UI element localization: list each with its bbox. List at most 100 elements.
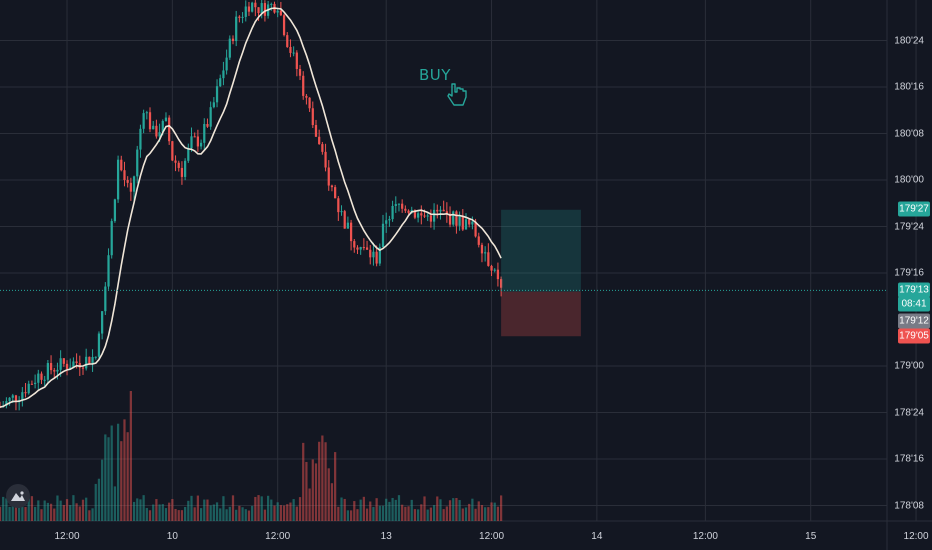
volume-bar — [104, 434, 107, 521]
volume-bar — [110, 425, 113, 521]
volume-bar — [53, 508, 56, 521]
volume-bar — [75, 503, 78, 521]
candle-body — [94, 356, 97, 358]
buy-annotation[interactable]: BUY — [419, 66, 451, 84]
volume-bar — [97, 478, 101, 521]
candle-body — [21, 392, 24, 401]
volume-bar — [88, 510, 91, 521]
candle-body — [219, 78, 222, 87]
volume-bar — [493, 502, 496, 521]
candle-body — [30, 383, 34, 385]
candle-body — [225, 57, 228, 71]
candle-body — [417, 213, 420, 218]
candle-body — [56, 369, 59, 372]
volume-bar — [113, 486, 117, 521]
candle-body — [24, 392, 27, 394]
volume-bar — [314, 463, 318, 521]
tradingview-logo[interactable] — [6, 484, 30, 508]
candle-body — [251, 2, 254, 12]
candle-body — [139, 128, 142, 150]
hand-pointer-icon[interactable] — [447, 82, 469, 108]
candle-body — [468, 219, 471, 225]
volume-bar — [404, 506, 407, 521]
volume-bar — [359, 499, 362, 521]
price-axis-label: 180'24 — [894, 35, 924, 46]
candle-body — [385, 220, 388, 224]
volume-bar — [238, 505, 241, 521]
candle-body — [314, 125, 318, 137]
volume-bar — [289, 502, 292, 521]
candle-body — [302, 75, 305, 96]
candle-body — [199, 142, 203, 147]
volume-bar — [273, 505, 276, 521]
volume-bar — [375, 498, 378, 521]
volume-bar — [378, 505, 381, 521]
volume-bar — [212, 504, 215, 521]
volume-bar — [471, 498, 474, 521]
price-axis-label: 179'00 — [894, 360, 924, 372]
volume-bar — [158, 504, 161, 521]
volume-bar — [487, 507, 490, 521]
candle-body — [334, 187, 337, 199]
volume-bar — [410, 499, 413, 521]
volume-bar — [18, 507, 21, 521]
candle-body — [397, 203, 401, 205]
candle-body — [378, 247, 381, 264]
candle-body — [432, 209, 436, 222]
candle-body — [330, 185, 334, 188]
candle-body — [65, 363, 69, 369]
volume-bar — [180, 510, 184, 521]
volume-bar — [8, 506, 11, 521]
candle-body — [324, 151, 327, 168]
candle-body — [298, 68, 302, 76]
candle-body — [247, 6, 251, 12]
candle-body — [474, 221, 477, 237]
candle-body — [282, 15, 286, 36]
volume-bar — [56, 495, 59, 521]
candle-body — [212, 102, 215, 108]
volume-bar — [445, 506, 448, 521]
volume-bar — [292, 499, 295, 521]
volume-bar — [318, 441, 321, 521]
volume-bar — [91, 508, 94, 521]
candle-body — [353, 241, 356, 248]
candle-body — [107, 255, 110, 287]
candle-body — [318, 136, 321, 145]
candle-body — [375, 251, 378, 264]
volume-bar — [330, 483, 334, 521]
candle-body — [164, 117, 168, 121]
candle-body — [46, 363, 49, 380]
volume-bar — [116, 423, 120, 521]
candle-body — [496, 269, 500, 280]
volume-bar — [37, 500, 40, 521]
volume-bar — [279, 505, 282, 521]
candle-body — [62, 358, 65, 364]
candle-body — [276, 10, 279, 13]
candle-body — [49, 363, 53, 371]
candle-body — [40, 373, 43, 380]
candle-body — [279, 10, 282, 16]
volume-bar — [27, 498, 30, 521]
volume-bar — [152, 504, 155, 521]
candle-body — [458, 215, 461, 226]
volume-bar — [385, 498, 388, 521]
candle-body — [88, 356, 91, 365]
volume-bar — [420, 504, 423, 521]
candle-body — [174, 160, 177, 163]
candle-body — [145, 112, 148, 114]
candle-body — [308, 97, 311, 109]
volume-bar — [276, 502, 279, 521]
time-axis-label: 14 — [591, 531, 603, 542]
volume-bar — [321, 435, 324, 521]
volume-bar — [369, 501, 372, 521]
volume-bar — [174, 508, 177, 521]
candle-body — [346, 222, 350, 229]
candle-body — [126, 180, 129, 183]
price-axis-label: 180'16 — [894, 81, 924, 93]
candle-body — [187, 148, 190, 161]
volume-bar — [2, 496, 5, 521]
volume-bar — [397, 495, 401, 521]
price-axis-label: 179'16 — [894, 267, 924, 279]
